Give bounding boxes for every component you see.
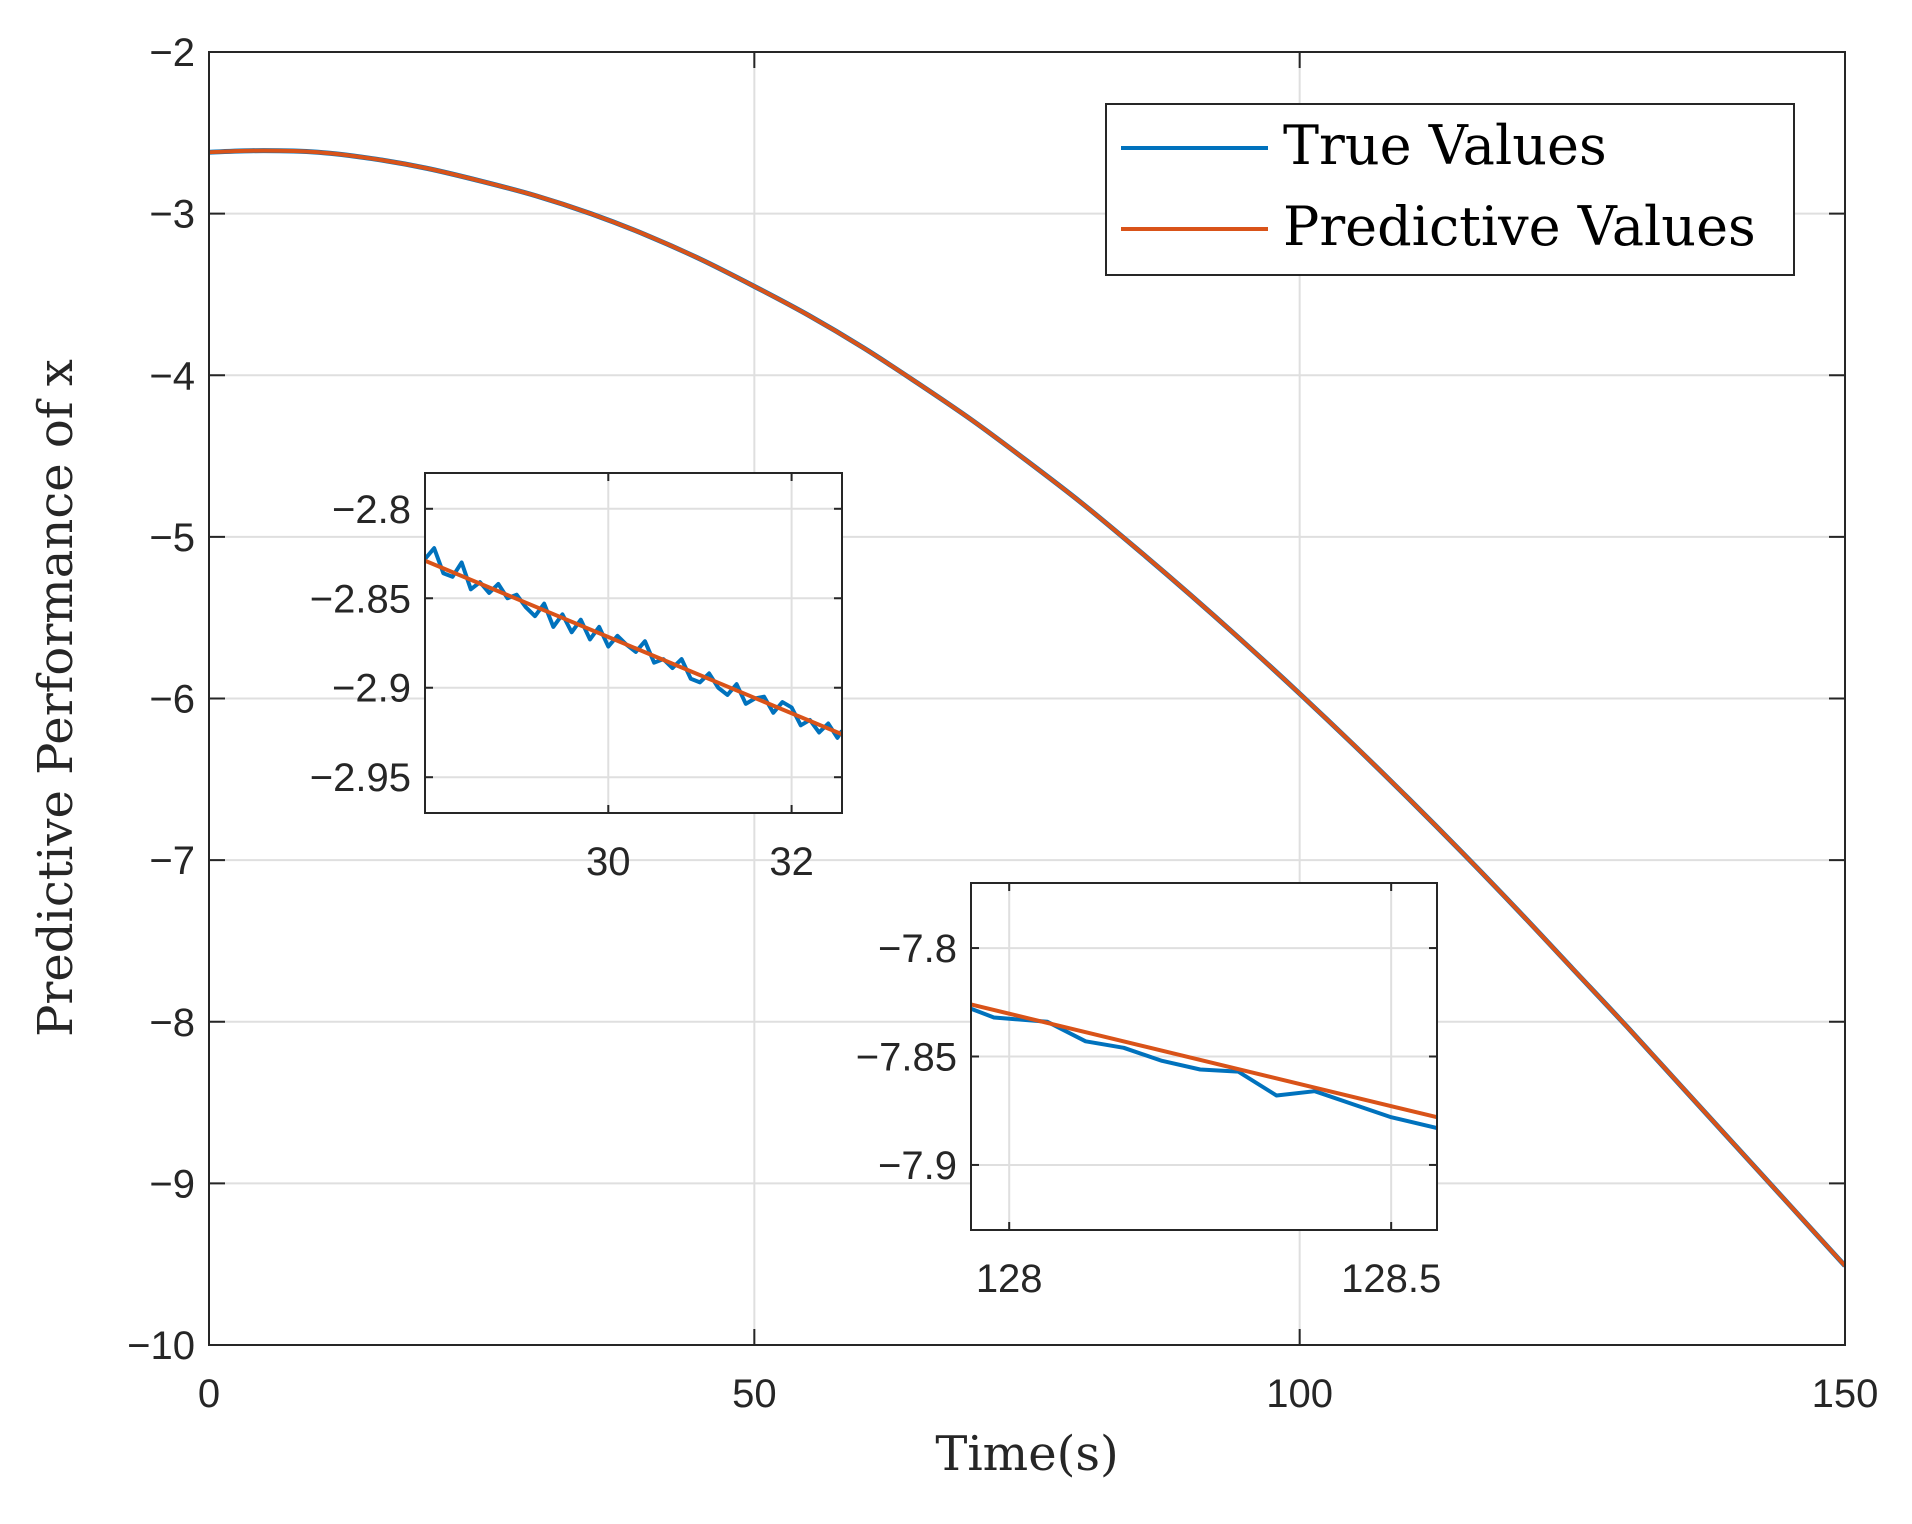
inset1-grid <box>425 473 842 813</box>
inset2-ticklabels: 128 128.5 −7.9 −7.85 −7.8 <box>856 927 1441 1301</box>
legend: True Values Predictive Values <box>1105 103 1795 276</box>
inset1-plot-area <box>425 473 842 813</box>
legend-box <box>1105 103 1795 276</box>
inset1-ticklabels: 30 32 −2.95 −2.9 −2.85 −2.8 <box>310 488 814 884</box>
main-x-tick-label: 0 <box>198 1372 220 1416</box>
main-y-tick-label: −4 <box>149 354 195 398</box>
main-y-tick-label: −10 <box>127 1324 195 1368</box>
legend-label-true-values: True Values <box>1283 114 1607 177</box>
inset1-series-true-values <box>425 546 842 740</box>
inset1-y-tick-label: −2.9 <box>332 667 411 711</box>
inset2-lines <box>971 1002 1437 1131</box>
main-y-tick-label: −8 <box>149 1001 195 1045</box>
inset2-x-tick-label: 128 <box>976 1257 1043 1301</box>
inset1-y-tick-label: −2.95 <box>310 756 411 800</box>
main-y-tick-label: −3 <box>149 193 195 237</box>
inset1-axes: 30 32 −2.95 −2.9 −2.85 −2.8 <box>310 472 843 884</box>
main-y-tick-label: −6 <box>149 678 195 722</box>
inset2-y-tick-label: −7.9 <box>878 1144 957 1188</box>
x-axis-title: Time(s) <box>935 1426 1118 1482</box>
main-ticklabels: 0 50 100 150 −10 −9 −8 −7 −6 −5 −4 −3 −2 <box>127 31 1878 1416</box>
legend-label-predictive-values: Predictive Values <box>1283 195 1756 258</box>
y-axis-title: Predictive Performance of x <box>28 359 84 1037</box>
inset1-x-tick-label: 30 <box>586 840 631 884</box>
inset2-y-tick-label: −7.8 <box>878 927 957 971</box>
main-x-tick-label: 150 <box>1812 1372 1879 1416</box>
inset1-y-tick-label: −2.8 <box>332 488 411 532</box>
main-y-tick-label: −2 <box>149 31 195 75</box>
inset1-series-predictive-values <box>425 558 842 737</box>
main-y-tick-label: −5 <box>149 516 195 560</box>
inset2-axes: 128 128.5 −7.9 −7.85 −7.8 <box>856 882 1441 1301</box>
inset1-axes-box <box>424 472 843 814</box>
inset1-x-tick-label: 32 <box>769 840 814 884</box>
inset2-ticks <box>971 883 1437 1230</box>
inset2-grid <box>971 883 1437 1230</box>
inset1-lines <box>425 546 842 740</box>
main-ticks <box>208 51 1846 1346</box>
main-y-tick-label: −7 <box>149 839 195 883</box>
inset2-series-predictive-values <box>971 1002 1437 1120</box>
inset2-y-tick-label: −7.85 <box>856 1036 957 1080</box>
main-y-tick-label: −9 <box>149 1162 195 1206</box>
inset2-x-tick-label: 128.5 <box>1341 1257 1441 1301</box>
main-series-predictive-values <box>209 148 1845 1268</box>
inset1-ticks <box>425 473 842 813</box>
main-x-tick-label: 100 <box>1266 1372 1333 1416</box>
main-x-tick-label: 50 <box>732 1372 777 1416</box>
main-lines <box>209 148 1845 1268</box>
inset1-y-tick-label: −2.85 <box>310 577 411 621</box>
